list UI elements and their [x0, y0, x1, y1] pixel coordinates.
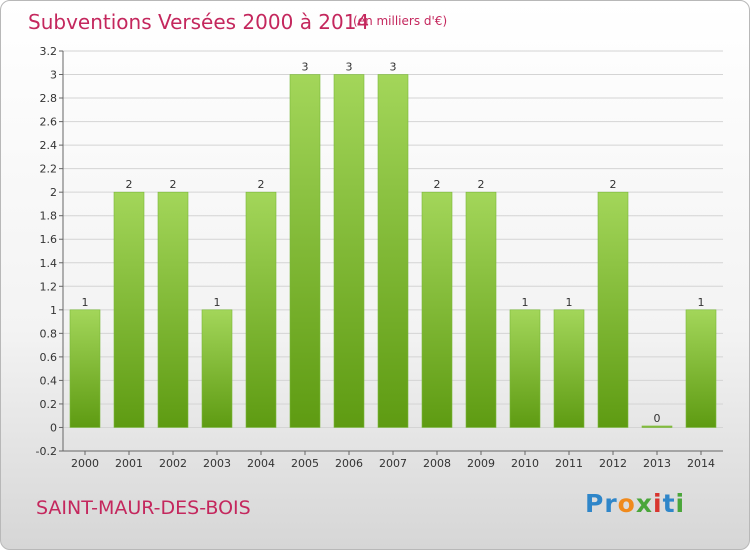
bar: [465, 191, 497, 428]
chart-title: Subventions Versées 2000 à 2014: [28, 10, 370, 34]
bar: [333, 74, 365, 428]
bar-value-label: 2: [610, 178, 617, 191]
bar-value-label: 0: [654, 412, 661, 425]
bar-value-label: 1: [566, 296, 573, 309]
y-tick-label: 0.8: [40, 327, 58, 340]
y-tick-label: 1: [50, 304, 57, 317]
x-tick-label: 2010: [511, 457, 539, 470]
y-tick-label: 1.2: [40, 280, 58, 293]
bar-value-label: 1: [82, 296, 89, 309]
bar: [201, 309, 233, 428]
x-tick-label: 2002: [159, 457, 187, 470]
bar-value-label: 1: [522, 296, 529, 309]
bar-value-label: 3: [346, 61, 353, 74]
bar: [377, 74, 409, 428]
bar: [421, 191, 453, 428]
x-tick-label: 2009: [467, 457, 495, 470]
bar-value-label: 1: [698, 296, 705, 309]
y-tick-label: 2.2: [40, 163, 58, 176]
bar: [289, 74, 321, 428]
bar: [113, 191, 145, 428]
y-tick-label: 2.4: [40, 139, 58, 152]
x-tick-label: 2013: [643, 457, 671, 470]
bar: [509, 309, 541, 428]
y-tick-label: 3.2: [40, 45, 58, 58]
x-tick-label: 2003: [203, 457, 231, 470]
plot-area: -0.2 0 0.2 0.4 0.6 0.8 1 1.2 1.4 1.6 1.8 2 2.2 2.4 2.6…: [36, 45, 723, 470]
bar-value-label: 3: [390, 61, 397, 74]
chart-unit: (en milliers d'€): [353, 14, 448, 28]
x-tick-label: 2007: [379, 457, 407, 470]
y-tick-label: 1.4: [40, 257, 58, 270]
x-tick-label: 2001: [115, 457, 143, 470]
y-tick-label: 1.6: [40, 233, 58, 246]
y-tick-label: 0.4: [40, 374, 58, 387]
x-tick-label: 2000: [71, 457, 99, 470]
y-tick-label: 0.6: [40, 351, 58, 364]
x-tick-label: 2011: [555, 457, 583, 470]
y-tick-label: 2: [50, 186, 57, 199]
y-tick-label: -0.2: [36, 445, 57, 458]
bar: [597, 191, 629, 428]
bar-value-label: 2: [478, 178, 485, 191]
x-tick-label: 2012: [599, 457, 627, 470]
bar-value-label: 2: [170, 178, 177, 191]
proxiti-logo[interactable]: Proxiti: [585, 489, 686, 518]
x-tick-label: 2014: [687, 457, 715, 470]
bar-value-label: 2: [258, 178, 265, 191]
commune-name: SAINT-MAUR-DES-BOIS: [36, 497, 251, 519]
y-tick-label: 2.6: [40, 116, 58, 129]
bar: [553, 309, 585, 428]
y-tick-label: 2.8: [40, 92, 58, 105]
x-tick-label: 2005: [291, 457, 319, 470]
bar: [245, 191, 277, 428]
bar: [685, 309, 717, 428]
y-tick-label: 1.8: [40, 210, 58, 223]
y-tick-label: 0.2: [40, 398, 58, 411]
y-tick-label: 3: [50, 69, 57, 82]
bar: [157, 191, 189, 428]
x-tick-label: 2008: [423, 457, 451, 470]
x-tick-label: 2006: [335, 457, 363, 470]
x-tick-label: 2004: [247, 457, 275, 470]
bar-value-label: 1: [214, 296, 221, 309]
bar-value-label: 3: [302, 61, 309, 74]
bar: [69, 309, 101, 428]
bar-value-label: 2: [126, 178, 133, 191]
bar: [641, 425, 673, 428]
bar-value-label: 2: [434, 178, 441, 191]
y-tick-label: 0: [50, 421, 57, 434]
